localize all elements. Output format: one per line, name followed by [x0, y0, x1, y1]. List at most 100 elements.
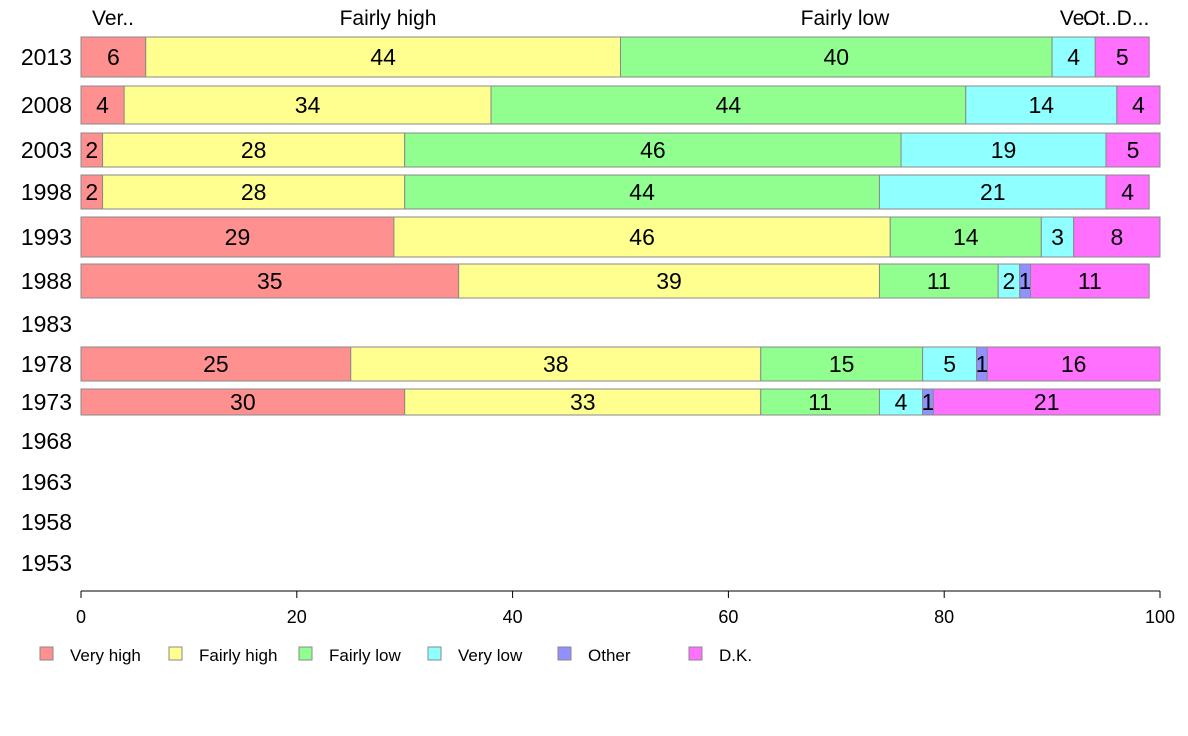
legend-label: Very low	[458, 646, 523, 665]
data-label: 4	[1121, 179, 1134, 205]
legend-label: Very high	[70, 646, 141, 665]
category-label: 2013	[21, 44, 72, 70]
data-label: 1	[976, 351, 989, 377]
data-label: 35	[257, 268, 283, 294]
data-label: 28	[241, 179, 267, 205]
data-label: 11	[927, 268, 951, 294]
data-label: 15	[829, 351, 855, 377]
bar-segment	[1094, 36, 1150, 78]
data-label: 34	[295, 92, 321, 118]
bar-segment	[458, 263, 880, 299]
data-label: 46	[640, 137, 666, 163]
data-label: 4	[96, 92, 109, 118]
data-label: 19	[991, 137, 1017, 163]
category-label: 1968	[21, 428, 72, 454]
data-label: 25	[203, 351, 229, 377]
data-label: 5	[1116, 44, 1129, 70]
bar-segment	[1030, 263, 1150, 299]
bar-segment	[760, 346, 924, 382]
data-label: 4	[895, 389, 908, 415]
category-label: 1963	[21, 469, 72, 495]
top-segment-label: D...	[1117, 7, 1150, 30]
data-label: 1	[922, 389, 935, 415]
x-tick-label: 80	[934, 607, 954, 627]
bar-segment	[1116, 85, 1161, 125]
bar-segment	[102, 174, 406, 210]
bar-segment	[932, 388, 1161, 416]
data-label: 14	[1029, 92, 1055, 118]
category-label: 1993	[21, 224, 72, 250]
data-label: 33	[570, 389, 596, 415]
bar-segment	[80, 85, 125, 125]
data-label: 8	[1110, 224, 1123, 250]
legend-swatch	[688, 646, 703, 661]
legend-swatch	[168, 646, 183, 661]
bar-segment	[102, 132, 406, 168]
legend-label: Fairly low	[329, 646, 402, 665]
category-label: 2008	[21, 92, 72, 118]
top-segment-label: Ver..	[92, 7, 134, 30]
legend-label: D.K.	[719, 646, 752, 665]
data-label: 5	[943, 351, 956, 377]
bar-segment	[123, 85, 492, 125]
legend-swatch	[557, 646, 572, 661]
top-segment-label: Fairly high	[340, 7, 437, 30]
category-label: 2003	[21, 137, 72, 163]
data-label: 2	[85, 137, 98, 163]
top-segment-label: Fairly low	[801, 7, 891, 30]
data-label: 21	[1034, 389, 1060, 415]
data-label: 4	[1067, 44, 1080, 70]
data-label: 44	[716, 92, 742, 118]
top-segment-label: Ve..	[1060, 7, 1096, 30]
legend-swatch	[427, 646, 442, 661]
bar-segment	[145, 36, 622, 78]
legend-swatch	[298, 646, 313, 661]
data-label: 2	[85, 179, 98, 205]
x-tick-label: 0	[76, 607, 86, 627]
data-label: 16	[1061, 351, 1087, 377]
data-label: 28	[241, 137, 267, 163]
legend-swatch	[39, 646, 54, 661]
bar-segment	[986, 346, 1161, 382]
bar-segment	[1105, 132, 1161, 168]
data-label: 5	[1127, 137, 1140, 163]
bar-segment	[1073, 216, 1161, 258]
data-label: 2	[1003, 268, 1016, 294]
bar-segment	[80, 216, 395, 258]
data-label: 11	[808, 389, 832, 415]
bar-segment	[1040, 216, 1075, 258]
data-label: 46	[629, 224, 655, 250]
bar-segment	[350, 346, 762, 382]
bar-segment	[404, 388, 762, 416]
legend-label: Other	[588, 646, 631, 665]
category-label: 1983	[21, 311, 72, 337]
bar-segment	[80, 388, 406, 416]
bar-segment	[889, 216, 1042, 258]
bar-segment	[80, 346, 352, 382]
bar-segment	[1105, 174, 1150, 210]
category-label: 1988	[21, 268, 72, 294]
legend-label: Fairly high	[199, 646, 277, 665]
data-label: 29	[225, 224, 251, 250]
data-label: 11	[1078, 268, 1102, 294]
x-tick-label: 40	[503, 607, 523, 627]
category-label: 1953	[21, 550, 72, 576]
data-label: 39	[656, 268, 682, 294]
data-label: 14	[953, 224, 979, 250]
category-label: 1958	[21, 509, 72, 535]
data-label: 44	[629, 179, 655, 205]
x-tick-label: 60	[718, 607, 738, 627]
category-label: 1998	[21, 179, 72, 205]
bar-segment	[490, 85, 967, 125]
data-label: 30	[230, 389, 256, 415]
x-tick-label: 100	[1145, 607, 1175, 627]
category-label: 1973	[21, 389, 72, 415]
data-label: 40	[824, 44, 850, 70]
bar-segment	[922, 346, 978, 382]
data-label: 44	[370, 44, 396, 70]
bar-segment	[965, 85, 1118, 125]
category-label: 1978	[21, 351, 72, 377]
bar-segment	[878, 174, 1107, 210]
bar-segment	[404, 132, 902, 168]
